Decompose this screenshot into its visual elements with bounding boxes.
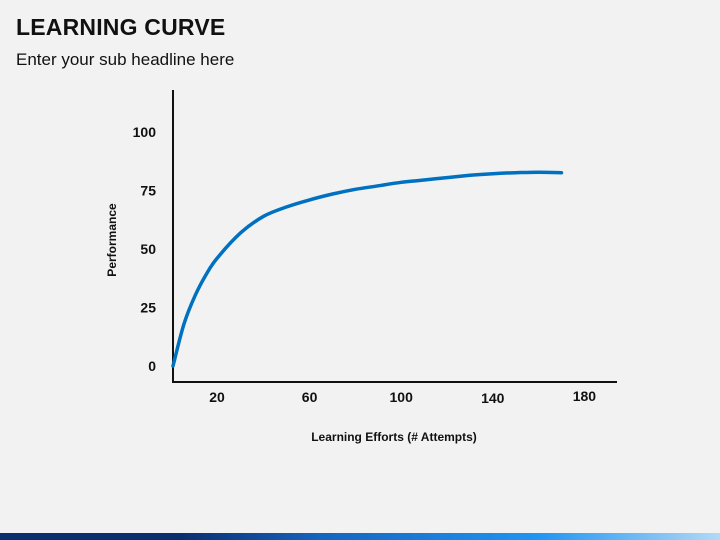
x-tick-label: 180 (573, 388, 597, 404)
x-tick-label: 140 (481, 390, 505, 406)
x-tick-label: 100 (390, 389, 414, 405)
y-tick-label: 50 (140, 241, 156, 257)
x-tick-label: 20 (209, 389, 225, 405)
y-axis-label: Performance (105, 203, 119, 277)
y-tick-label: 25 (140, 300, 156, 316)
x-tick-labels: 20 60 100 140 180 (209, 388, 596, 406)
slide-title: LEARNING CURVE (16, 14, 226, 40)
slide-subtitle: Enter your sub headline here (16, 50, 235, 69)
series-points (172, 171, 564, 368)
y-tick-label: 0 (148, 358, 156, 374)
y-tick-labels: 0 25 50 75 100 (133, 124, 157, 374)
series-line (171, 170, 564, 368)
y-tick-label: 100 (133, 124, 157, 140)
y-tick-label: 75 (140, 183, 156, 199)
footer-accent-bar (0, 533, 720, 540)
x-tick-label: 60 (302, 389, 318, 405)
chart-axes (172, 90, 617, 383)
x-axis-label: Learning Efforts (# Attempts) (311, 430, 477, 444)
